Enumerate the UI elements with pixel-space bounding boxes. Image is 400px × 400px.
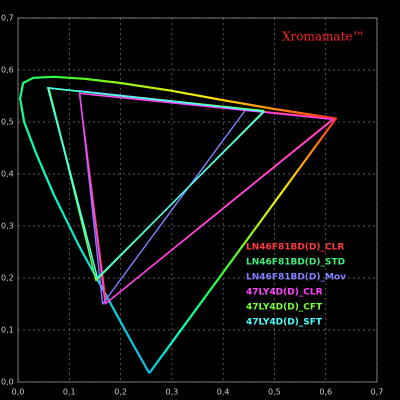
x-tick-label: 0,6 [319, 388, 332, 397]
x-tick-label: 0,1 [63, 388, 76, 397]
x-tick-label: 0,4 [217, 388, 230, 397]
y-tick-label: 0,4 [1, 170, 14, 179]
legend-label: LN46F81BD(D)_STD [246, 258, 345, 268]
legend-label: LN46F81BD(D)_Mov [246, 273, 346, 283]
x-tick-label: 0,5 [268, 388, 281, 397]
y-tick-label: 0,3 [1, 222, 14, 231]
y-tick-label: 0,5 [1, 118, 14, 127]
legend-label: 47LY4D(D)_CLR [246, 288, 323, 298]
gamut-triangle [47, 87, 265, 279]
x-tick-label: 0,2 [114, 388, 127, 397]
x-tick-label: 0,0 [12, 388, 25, 397]
x-tick-label: 0,7 [371, 388, 384, 397]
y-tick-label: 0,7 [1, 14, 14, 23]
y-tick-label: 0,1 [1, 326, 14, 335]
legend-label: 47LY4D(D)_CFT [246, 303, 323, 313]
legend-label: 47LY4D(D)_SFT [246, 318, 323, 328]
gamut-triangle [78, 92, 334, 305]
legend-label: LN46F81BD(D)_CLR [246, 243, 344, 253]
plot-frame [17, 17, 378, 383]
spectral-locus [19, 75, 338, 374]
chart-title: Xromamate™ [282, 30, 365, 44]
y-tick-label: 0,0 [1, 378, 14, 387]
y-tick-label: 0,2 [1, 274, 14, 283]
y-tick-label: 0,6 [1, 66, 14, 75]
x-tick-label: 0,3 [165, 388, 178, 397]
